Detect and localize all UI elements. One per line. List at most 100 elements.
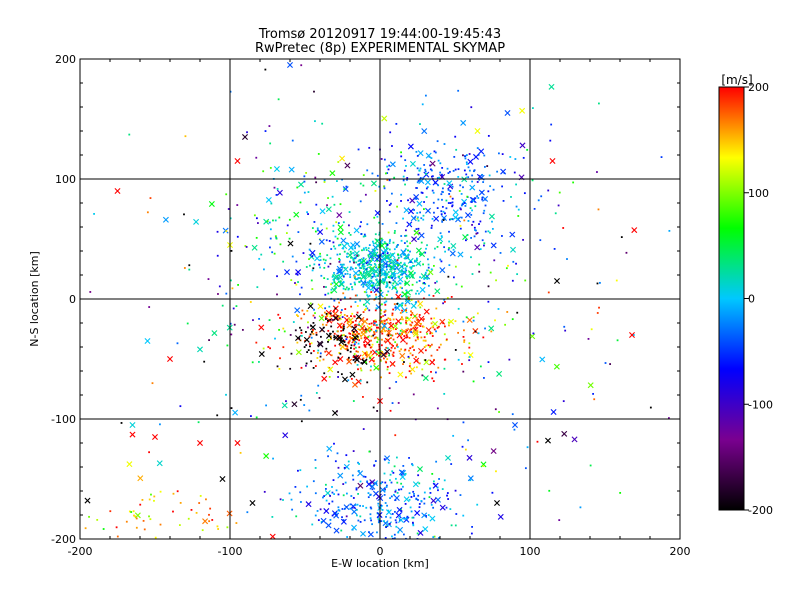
scatter-point: [469, 479, 472, 482]
scatter-point: [310, 360, 313, 363]
scatter-point: [387, 317, 390, 320]
scatter-point: [236, 235, 239, 238]
scatter-point: [417, 238, 420, 240]
scatter-point: [425, 344, 428, 347]
scatter-point: [376, 410, 379, 412]
scatter-point: [549, 139, 552, 142]
scatter-point: [476, 181, 479, 183]
scatter-point: [364, 281, 367, 284]
scatter-point: [431, 175, 434, 178]
scatter-point: [141, 498, 144, 501]
scatter-point: [377, 367, 380, 370]
scatter-point: [398, 350, 401, 353]
scatter-point: [300, 420, 303, 423]
scatter-point: [354, 301, 357, 303]
scatter-point: [385, 318, 388, 321]
scatter-point: [458, 190, 461, 192]
scatter-point: [371, 240, 374, 243]
x-tick-label: 0: [377, 545, 384, 558]
scatter-point: [483, 154, 486, 157]
scatter-point: [427, 514, 430, 516]
scatter-point: [178, 524, 181, 526]
scatter-point: [491, 220, 493, 223]
colorbar: [718, 86, 745, 511]
scatter-point: [376, 284, 379, 287]
scatter-point: [393, 248, 396, 251]
scatter-point: [183, 213, 185, 216]
scatter-point: [373, 333, 376, 336]
scatter-point: [352, 450, 355, 452]
scatter-point: [393, 265, 396, 268]
x-tick-label: -200: [68, 545, 93, 558]
scatter-point: [325, 239, 328, 242]
scatter-point: [427, 266, 430, 269]
scatter-point: [426, 269, 428, 272]
scatter-point: [396, 302, 399, 305]
scatter-point: [385, 486, 388, 488]
scatter-point: [211, 519, 214, 521]
scatter-point: [336, 452, 339, 455]
scatter-point: [303, 404, 306, 406]
scatter-point: [404, 271, 407, 273]
scatter-point: [376, 531, 378, 534]
scatter-point: [385, 526, 387, 528]
scatter-point: [359, 328, 361, 331]
scatter-point: [349, 268, 352, 271]
scatter-point: [358, 323, 360, 326]
scatter-point-x: [325, 522, 332, 529]
scatter-point: [250, 415, 252, 417]
scatter-point: [375, 296, 378, 299]
scatter-point: [338, 317, 341, 320]
scatter-point: [330, 291, 333, 294]
scatter-point: [388, 204, 391, 206]
scatter-point: [563, 325, 566, 328]
scatter-point: [362, 267, 365, 270]
y-tick-label: 0: [69, 293, 76, 306]
scatter-point: [389, 131, 392, 134]
scatter-point: [139, 503, 142, 506]
scatter-point: [411, 346, 414, 348]
scatter-point: [390, 343, 393, 346]
scatter-point: [423, 502, 426, 505]
scatter-point: [471, 180, 474, 183]
scatter-point: [422, 318, 425, 320]
scatter-point: [440, 260, 443, 263]
scatter-point: [397, 253, 399, 256]
scatter-point: [389, 497, 391, 500]
scatter-point: [332, 479, 335, 482]
scatter-point: [418, 169, 421, 172]
scatter-point-x: [445, 454, 451, 461]
scatter-point: [316, 229, 319, 232]
scatter-point: [324, 316, 327, 319]
scatter-point: [468, 346, 471, 349]
scatter-point-x: [197, 440, 203, 446]
scatter-point: [435, 371, 437, 374]
scatter-point-x: [629, 332, 635, 338]
scatter-point: [365, 249, 368, 251]
scatter-point-x: [512, 422, 518, 428]
scatter-point: [383, 458, 386, 461]
scatter-point: [299, 491, 302, 494]
scatter-point: [350, 377, 353, 380]
scatter-point: [393, 533, 396, 536]
scatter-point: [385, 265, 388, 268]
scatter-point: [282, 346, 285, 349]
scatter-point: [463, 341, 466, 343]
scatter-point: [350, 266, 353, 269]
scatter-point: [395, 322, 397, 325]
scatter-point: [596, 312, 599, 314]
scatter-point: [332, 224, 335, 227]
scatter-point: [414, 260, 416, 263]
scatter-point: [471, 273, 474, 275]
scatter-point: [134, 515, 137, 518]
scatter-point: [282, 499, 284, 501]
scatter-point: [426, 278, 429, 280]
scatter-point: [425, 187, 428, 190]
scatter-point: [316, 351, 319, 354]
scatter-point: [309, 302, 312, 305]
scatter-point: [455, 513, 458, 515]
scatter-point: [380, 316, 383, 319]
scatter-point: [352, 356, 355, 359]
scatter-point: [507, 264, 509, 267]
scatter-point: [419, 306, 422, 309]
